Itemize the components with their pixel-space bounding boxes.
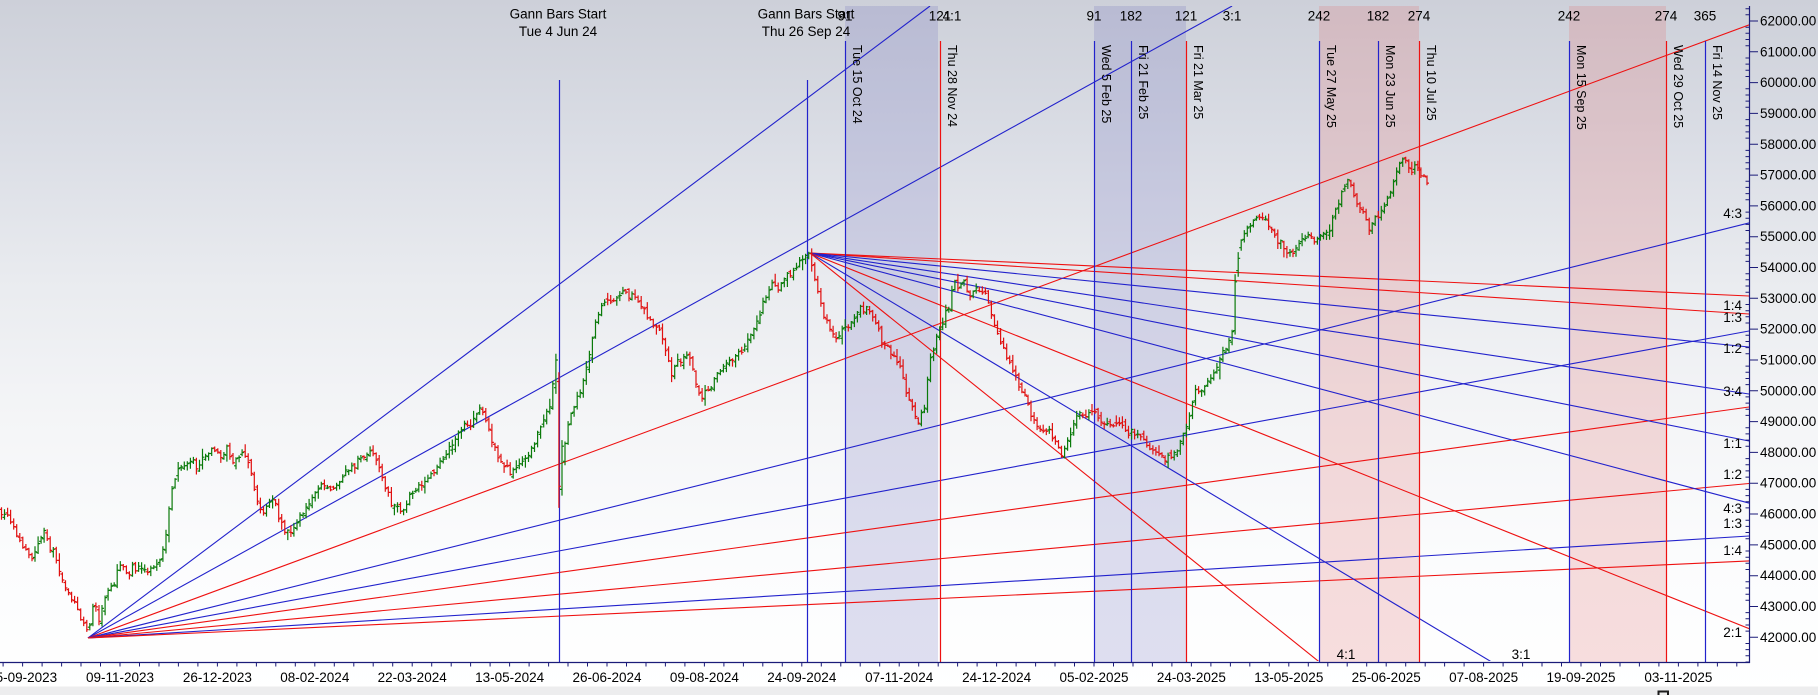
svg-text:Tue 27 May 25: Tue 27 May 25 (1324, 45, 1338, 128)
svg-text:24-12-2024: 24-12-2024 (962, 670, 1032, 685)
svg-text:25-09-2023: 25-09-2023 (0, 670, 57, 685)
svg-text:56000.00: 56000.00 (1760, 198, 1816, 213)
svg-text:60000.00: 60000.00 (1760, 75, 1816, 90)
svg-text:1:4: 1:4 (1723, 298, 1742, 313)
svg-text:3:1: 3:1 (1512, 647, 1531, 662)
svg-text:Thu 10 Jul 25: Thu 10 Jul 25 (1424, 45, 1438, 121)
svg-text:91: 91 (837, 9, 852, 24)
svg-text:Thu 28 Nov 24: Thu 28 Nov 24 (945, 45, 959, 127)
svg-text:274: 274 (1655, 9, 1678, 24)
svg-text:Wed 29 Oct 25: Wed 29 Oct 25 (1671, 45, 1685, 128)
svg-text:43000.00: 43000.00 (1760, 599, 1816, 614)
svg-text:50000.00: 50000.00 (1760, 383, 1816, 398)
svg-text:52000.00: 52000.00 (1760, 322, 1816, 337)
svg-text:121: 121 (929, 9, 952, 24)
svg-text:Thu 26 Sep 24: Thu 26 Sep 24 (762, 24, 851, 39)
svg-text:42000.00: 42000.00 (1760, 630, 1816, 645)
svg-text:49000.00: 49000.00 (1760, 414, 1816, 429)
svg-text:Tue 4 Jun 24: Tue 4 Jun 24 (519, 24, 598, 39)
svg-text:58000.00: 58000.00 (1760, 137, 1816, 152)
svg-text:26-06-2024: 26-06-2024 (572, 670, 642, 685)
svg-text:1:2: 1:2 (1723, 341, 1742, 356)
svg-text:05-02-2025: 05-02-2025 (1059, 670, 1128, 685)
svg-text:121: 121 (1175, 9, 1198, 24)
svg-text:59000.00: 59000.00 (1760, 106, 1816, 121)
svg-text:Gann Bars Start: Gann Bars Start (758, 7, 855, 22)
svg-text:61000.00: 61000.00 (1760, 44, 1816, 59)
svg-text:Fri 14 Nov 25: Fri 14 Nov 25 (1710, 45, 1724, 120)
svg-text:242: 242 (1308, 9, 1331, 24)
svg-text:26-12-2023: 26-12-2023 (183, 670, 252, 685)
svg-text:08-02-2024: 08-02-2024 (280, 670, 350, 685)
svg-text:45000.00: 45000.00 (1760, 537, 1816, 552)
svg-text:55000.00: 55000.00 (1760, 229, 1816, 244)
svg-text:1:3: 1:3 (1723, 310, 1742, 325)
svg-text:09-08-2024: 09-08-2024 (670, 670, 740, 685)
svg-text:4:1: 4:1 (1337, 647, 1356, 662)
svg-text:1:1: 1:1 (1723, 436, 1742, 451)
svg-text:03-11-2025: 03-11-2025 (1644, 670, 1712, 685)
svg-text:1:3: 1:3 (1723, 516, 1742, 531)
svg-text:22-03-2024: 22-03-2024 (378, 670, 448, 685)
svg-text:46000.00: 46000.00 (1760, 507, 1816, 522)
svg-text:Tue 15 Oct 24: Tue 15 Oct 24 (850, 45, 864, 124)
svg-text:1:2: 1:2 (1723, 467, 1742, 482)
svg-text:24-09-2024: 24-09-2024 (767, 670, 837, 685)
svg-text:13-05-2024: 13-05-2024 (475, 670, 545, 685)
svg-text:1:4: 1:4 (1723, 543, 1742, 558)
svg-text:Fri 21 Feb 25: Fri 21 Feb 25 (1136, 45, 1150, 119)
svg-text:274: 274 (1408, 9, 1431, 24)
svg-text:53000.00: 53000.00 (1760, 291, 1816, 306)
svg-text:182: 182 (1367, 9, 1390, 24)
svg-text:48000.00: 48000.00 (1760, 445, 1816, 460)
svg-text:13-05-2025: 13-05-2025 (1254, 670, 1323, 685)
svg-text:51000.00: 51000.00 (1760, 353, 1816, 368)
svg-text:09-11-2023: 09-11-2023 (86, 670, 154, 685)
svg-text:4:1: 4:1 (943, 9, 962, 24)
svg-text:3:4: 3:4 (1723, 384, 1742, 399)
svg-text:Mon 23 Jun 25: Mon 23 Jun 25 (1383, 45, 1397, 128)
svg-text:91: 91 (1086, 9, 1101, 24)
svg-text:Fri 21 Mar 25: Fri 21 Mar 25 (1191, 45, 1205, 119)
svg-text:54000.00: 54000.00 (1760, 260, 1816, 275)
svg-text:44000.00: 44000.00 (1760, 568, 1816, 583)
svg-text:47000.00: 47000.00 (1760, 476, 1816, 491)
svg-text:4:3: 4:3 (1723, 206, 1742, 221)
svg-text:24-03-2025: 24-03-2025 (1157, 670, 1226, 685)
svg-text:Gann Bars Start: Gann Bars Start (510, 7, 607, 22)
svg-text:57000.00: 57000.00 (1760, 168, 1816, 183)
svg-text:365: 365 (1694, 9, 1717, 24)
svg-text:19-09-2025: 19-09-2025 (1546, 670, 1615, 685)
svg-text:Wed 5 Feb 25: Wed 5 Feb 25 (1099, 45, 1113, 123)
svg-text:3:1: 3:1 (1223, 9, 1242, 24)
svg-text:25-06-2025: 25-06-2025 (1352, 670, 1421, 685)
svg-text:Mon 15 Sep 25: Mon 15 Sep 25 (1574, 45, 1588, 130)
svg-text:2:1: 2:1 (1723, 625, 1742, 640)
svg-text:07-11-2024: 07-11-2024 (865, 670, 934, 685)
svg-text:07-08-2025: 07-08-2025 (1449, 670, 1518, 685)
svg-text:4:3: 4:3 (1723, 501, 1742, 516)
svg-text:242: 242 (1558, 9, 1581, 24)
svg-text:182: 182 (1120, 9, 1143, 24)
svg-text:62000.00: 62000.00 (1760, 14, 1816, 29)
